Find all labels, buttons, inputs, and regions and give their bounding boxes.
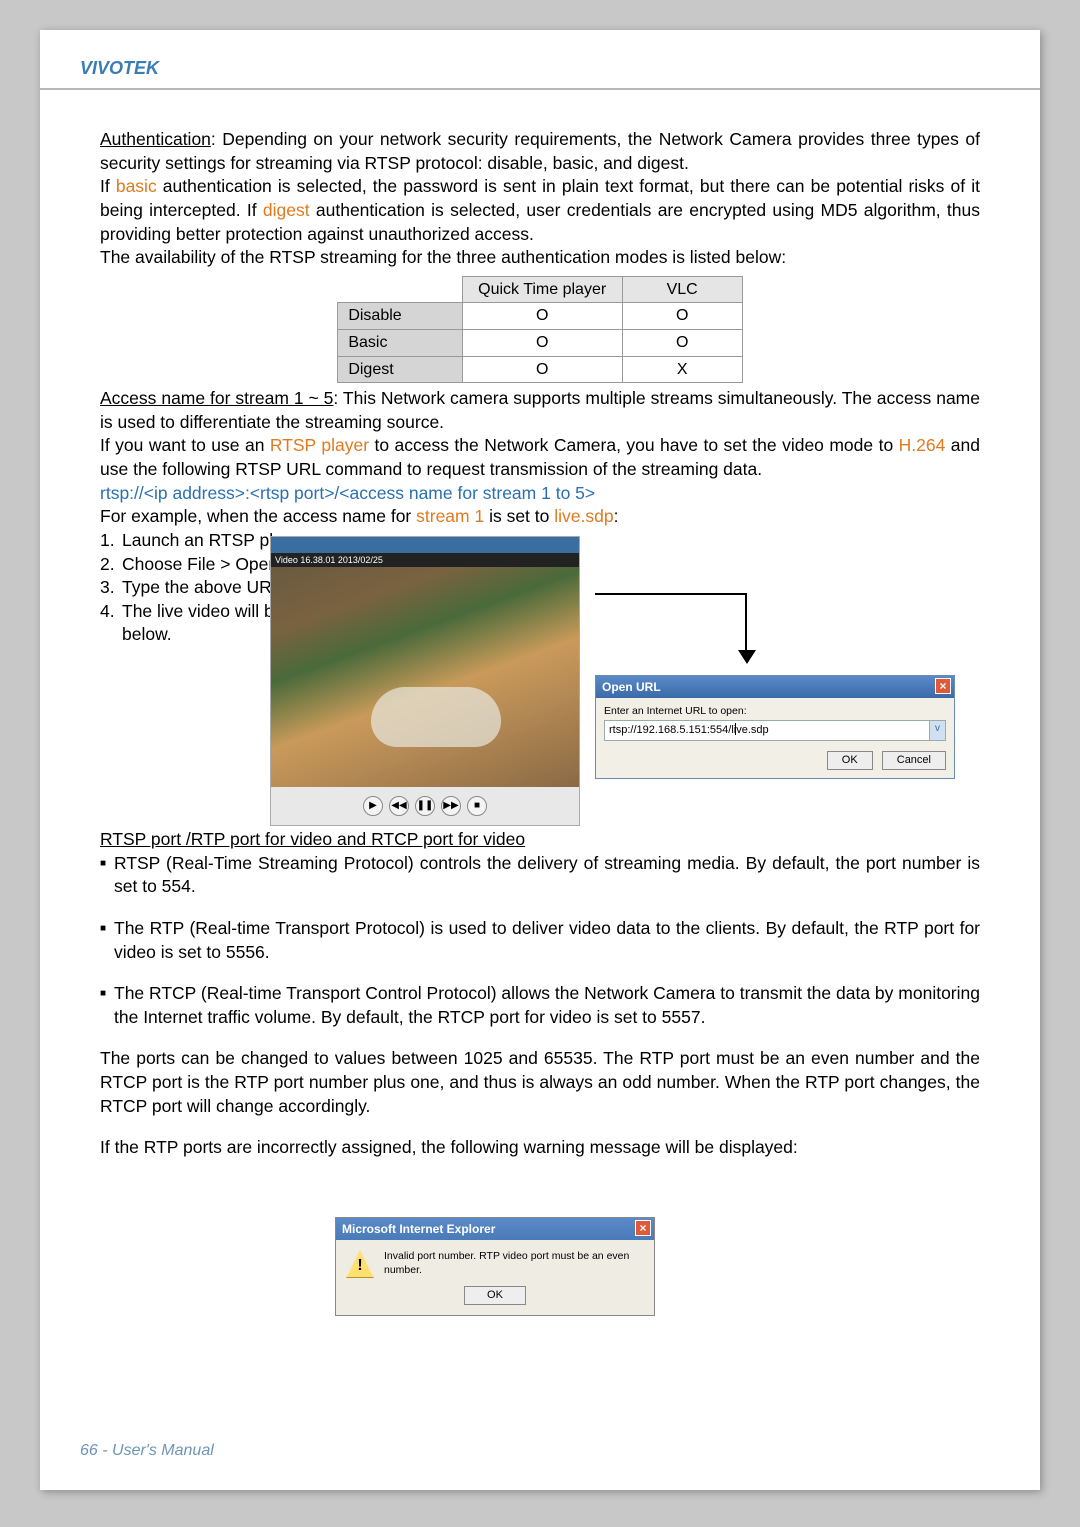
dropdown-icon[interactable]: v [929,721,945,740]
forward-icon[interactable]: ▶▶ [441,796,461,816]
page-footer: 66 - User's Manual [80,1442,214,1460]
list-item: ■The RTP (Real-time Transport Protocol) … [100,917,980,964]
ports-warning-intro: If the RTP ports are incorrectly assigne… [100,1136,980,1160]
rewind-icon[interactable]: ◀◀ [389,796,409,816]
ports-section: RTSP port /RTP port for video and RTCP p… [100,828,980,1160]
page-header: VIVOTEK [40,30,1040,92]
text-cursor [735,723,736,735]
ok-button[interactable]: OK [464,1286,526,1305]
document-page: VIVOTEK Authentication: Depending on you… [40,30,1040,1490]
table-row: Disable O O [338,303,742,330]
table-corner [338,276,462,303]
ie-warning-dialog: Microsoft Internet Explorer × Invalid po… [335,1217,655,1316]
basic-keyword: basic [116,176,157,196]
dialog-titlebar: Microsoft Internet Explorer × [336,1218,654,1240]
auth-paragraph: Authentication: Depending on your networ… [100,128,980,270]
ports-heading: RTSP port /RTP port for video and RTCP p… [100,829,525,849]
pause-icon[interactable]: ❚❚ [415,796,435,816]
ok-button[interactable]: OK [827,751,873,770]
close-icon[interactable]: × [935,678,951,694]
auth-mode-table: Quick Time player VLC Disable O O Basic … [337,276,742,383]
stop-icon[interactable]: ■ [467,796,487,816]
player-video-area [271,567,579,787]
dialog-title: Open URL [602,680,661,694]
ports-paragraph: The ports can be changed to values betwe… [100,1047,980,1118]
open-url-dialog: Open URL × Enter an Internet URL to open… [595,675,955,779]
list-item: ■The RTCP (Real-time Transport Control P… [100,982,980,1029]
col-quicktime: Quick Time player [462,276,622,303]
header-divider [40,88,1040,90]
table-row: Basic O O [338,329,742,356]
play-icon[interactable]: ▶ [363,796,383,816]
col-vlc: VLC [622,276,742,303]
auth-heading: Authentication [100,129,211,149]
digest-keyword: digest [263,200,310,220]
player-controls: ▶ ◀◀ ❚❚ ▶▶ ■ [271,787,579,825]
h264-keyword: H.264 [899,435,946,455]
livesdp-keyword: live.sdp [554,506,613,526]
arrow-head-icon [738,650,756,664]
table-row: Digest O X [338,356,742,383]
access-heading: Access name for stream 1 ~ 5 [100,388,333,408]
stream1-keyword: stream 1 [416,506,484,526]
page-content: Authentication: Depending on your networ… [100,128,980,647]
url-input[interactable]: rtsp://192.168.5.151:554/live.sdp v [604,720,946,741]
cancel-button[interactable]: Cancel [882,751,946,770]
dialog-title: Microsoft Internet Explorer [342,1222,495,1236]
list-item: ■RTSP (Real-Time Streaming Protocol) con… [100,852,980,899]
dialog-titlebar: Open URL × [596,676,954,698]
brand-label: VIVOTEK [80,58,159,79]
access-paragraph: Access name for stream 1 ~ 5: This Netwo… [100,387,980,529]
rtsp-player-figure: Video 16.38.01 2013/02/25 ▶ ◀◀ ❚❚ ▶▶ ■ [270,536,580,826]
player-timestamp: Video 16.38.01 2013/02/25 [271,553,579,567]
arrow-line [745,593,747,653]
player-titlebar [271,537,579,553]
url-format: rtsp://<ip address>:<rtsp port>/<access … [100,483,595,503]
warning-icon [346,1250,374,1278]
close-icon[interactable]: × [635,1220,651,1236]
warning-message: Invalid port number. RTP video port must… [384,1250,644,1277]
url-label: Enter an Internet URL to open: [604,704,946,718]
rtsp-player-keyword: RTSP player [270,435,369,455]
arrow-line [595,593,745,595]
